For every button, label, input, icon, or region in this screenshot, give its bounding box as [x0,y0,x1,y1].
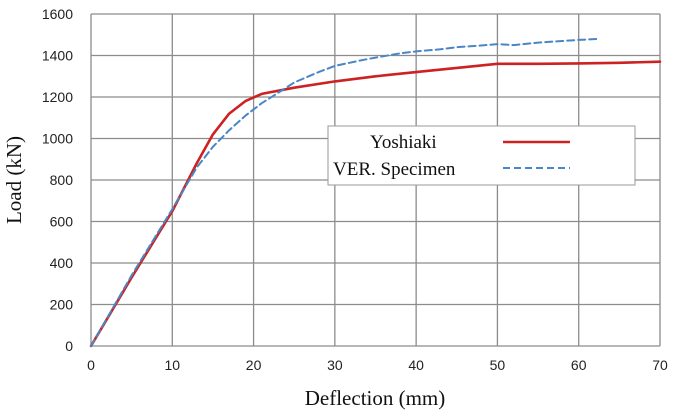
x-tick-labels: 0 10 20 30 40 50 60 70 [87,357,668,373]
legend: Yoshiaki VER. Specimen [327,125,636,186]
y-tick-label: 1000 [42,131,73,147]
x-tick-label: 0 [87,357,95,373]
x-tick-label: 10 [164,357,180,373]
y-tick-label: 1200 [42,89,73,105]
y-tick-labels: 0 200 400 600 800 1000 1200 1400 1600 [42,6,73,354]
x-axis-title: Deflection (mm) [305,386,446,410]
x-tick-label: 60 [571,357,587,373]
series-line-0 [89,60,662,348]
y-tick-label: 1600 [42,6,73,22]
y-tick-label: 800 [50,172,74,188]
y-tick-label: 600 [50,214,74,230]
x-tick-label: 40 [408,357,424,373]
y-axis-title: Load (kN) [2,136,26,224]
legend-label-ver-specimen: VER. Specimen [333,159,456,180]
x-tick-label: 70 [652,357,668,373]
x-tick-label: 30 [327,357,343,373]
y-tick-label: 0 [65,338,73,354]
x-tick-label: 50 [490,357,506,373]
legend-label-yoshiaki: Yoshiaki [370,132,437,153]
y-tick-label: 1400 [42,48,73,64]
series-lines [89,37,662,348]
y-tick-label: 400 [50,255,74,271]
series-line-1 [90,37,600,347]
y-tick-label: 200 [50,297,74,313]
legend-box [327,125,636,186]
x-tick-label: 20 [246,357,262,373]
